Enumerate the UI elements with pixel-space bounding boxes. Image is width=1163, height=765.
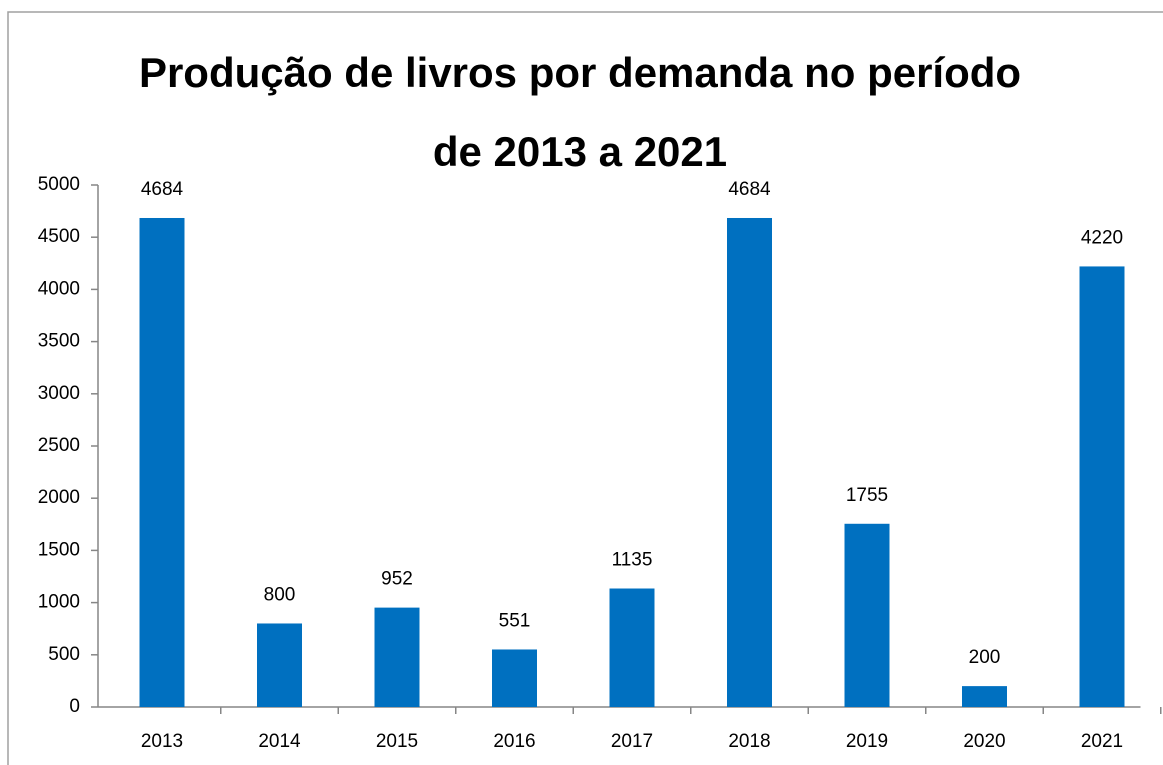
data-label: 551 bbox=[499, 610, 531, 631]
y-tick-label: 4000 bbox=[38, 278, 80, 299]
bar bbox=[492, 649, 537, 707]
x-tick-label: 2017 bbox=[611, 731, 653, 752]
data-label: 1755 bbox=[846, 485, 888, 506]
chart-title: de 2013 a 2021 bbox=[433, 128, 727, 175]
x-tick-label: 2016 bbox=[493, 731, 535, 752]
bar bbox=[257, 623, 302, 707]
y-tick-label: 2500 bbox=[38, 435, 80, 456]
y-tick-label: 1000 bbox=[38, 592, 80, 613]
data-label: 200 bbox=[969, 647, 1001, 668]
x-tick-label: 2020 bbox=[963, 731, 1005, 752]
data-label: 952 bbox=[381, 569, 413, 590]
data-label: 4684 bbox=[728, 179, 771, 200]
y-tick-label: 5000 bbox=[38, 174, 80, 195]
y-tick-label: 4500 bbox=[38, 226, 80, 247]
chart-title: Produção de livros por demanda no períod… bbox=[139, 49, 1021, 96]
bar bbox=[844, 523, 890, 707]
bar bbox=[727, 217, 772, 707]
data-label: 4220 bbox=[1081, 227, 1123, 248]
y-tick-label: 3000 bbox=[38, 383, 80, 404]
data-label: 4684 bbox=[141, 179, 184, 200]
x-tick-label: 2021 bbox=[1081, 731, 1123, 752]
bar bbox=[609, 588, 655, 707]
x-tick-label: 2013 bbox=[141, 731, 183, 752]
data-label: 1135 bbox=[612, 550, 653, 571]
bar bbox=[139, 217, 185, 707]
bar bbox=[1079, 266, 1125, 707]
y-tick-label: 2000 bbox=[38, 487, 80, 508]
bar bbox=[374, 607, 420, 707]
y-tick-label: 500 bbox=[48, 644, 80, 665]
x-tick-label: 2019 bbox=[846, 731, 888, 752]
x-tick-label: 2014 bbox=[258, 731, 301, 752]
y-tick-label: 0 bbox=[69, 696, 80, 717]
chart-border bbox=[7, 11, 1163, 765]
y-tick-label: 1500 bbox=[38, 539, 80, 560]
y-tick-label: 3500 bbox=[38, 331, 80, 352]
data-label: 800 bbox=[264, 584, 296, 605]
x-tick-label: 2018 bbox=[728, 731, 770, 752]
bar bbox=[962, 686, 1007, 707]
x-tick-label: 2015 bbox=[376, 731, 418, 752]
